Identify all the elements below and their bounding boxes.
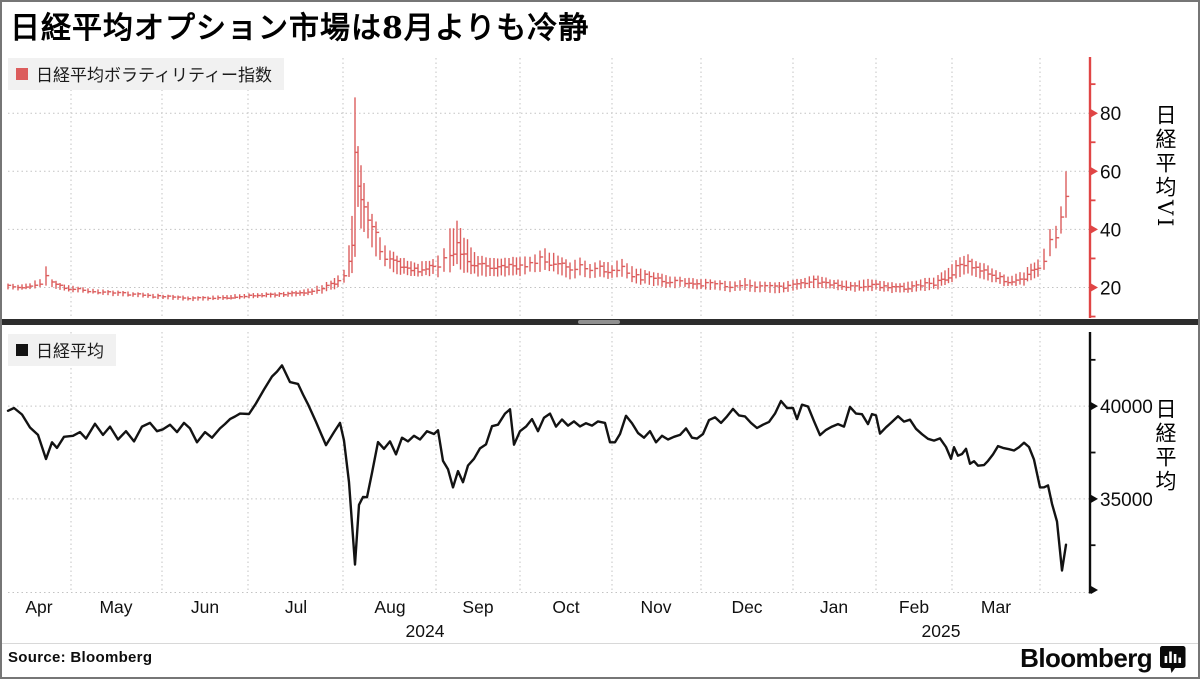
- month-label: Aug: [374, 597, 405, 617]
- month-label: Sep: [462, 597, 493, 617]
- vi-axis-title: 日経平均VI: [1153, 104, 1177, 230]
- nikkei-series: [6, 364, 1068, 572]
- vi-legend-swatch-icon: [16, 67, 28, 80]
- panel-divider[interactable]: [2, 319, 1198, 325]
- footer-separator: [2, 643, 1198, 644]
- bloomberg-logo-text: Bloomberg: [1020, 643, 1152, 673]
- y-tick-label: 20: [1100, 278, 1121, 299]
- panel-divider-grip-icon[interactable]: [578, 320, 620, 324]
- month-label: Dec: [731, 597, 762, 617]
- source-credit: Source: Bloomberg: [8, 649, 153, 666]
- month-label: May: [99, 597, 132, 617]
- month-label: Jun: [191, 597, 219, 617]
- nikkei-legend-label: 日経平均: [36, 342, 104, 362]
- y-tick-label: 80: [1100, 104, 1121, 125]
- nikkei-axis-title: 日経平均: [1153, 398, 1177, 494]
- month-label: Oct: [552, 597, 579, 617]
- y-tick-label: 60: [1100, 162, 1121, 183]
- vi-legend: 日経平均ボラティリティー指数: [8, 58, 284, 90]
- month-label: Jan: [820, 597, 848, 617]
- vi-series: [7, 97, 1070, 302]
- nikkei-legend: 日経平均: [8, 334, 116, 366]
- page-title: 日経平均オプション市場は8月よりも冷静: [10, 11, 590, 46]
- year-label: 2024: [406, 621, 445, 641]
- vi-legend-label: 日経平均ボラティリティー指数: [36, 66, 272, 86]
- month-label: Jul: [285, 597, 307, 617]
- y-major-tick-arrow: [1091, 225, 1098, 234]
- year-label: 2025: [922, 621, 961, 641]
- y-tick-label: 40000: [1100, 397, 1153, 418]
- y-major-tick-arrow: [1091, 167, 1098, 176]
- y-tick-label: 35000: [1100, 490, 1153, 511]
- y-major-tick-arrow: [1091, 283, 1098, 292]
- month-label: Nov: [640, 597, 671, 617]
- bloomberg-logo: Bloomberg: [1020, 643, 1186, 674]
- month-label: Mar: [981, 597, 1011, 617]
- month-label: Apr: [25, 597, 52, 617]
- y-major-tick-arrow: [1091, 494, 1098, 503]
- y-major-tick-arrow: [1091, 109, 1098, 118]
- bloomberg-bars-icon: [1159, 645, 1186, 673]
- axis-end-arrow: [1091, 586, 1098, 594]
- y-tick-label: 40: [1100, 220, 1121, 241]
- month-label: Feb: [899, 597, 929, 617]
- nikkei-legend-swatch-icon: [16, 343, 28, 356]
- y-major-tick-arrow: [1091, 402, 1098, 411]
